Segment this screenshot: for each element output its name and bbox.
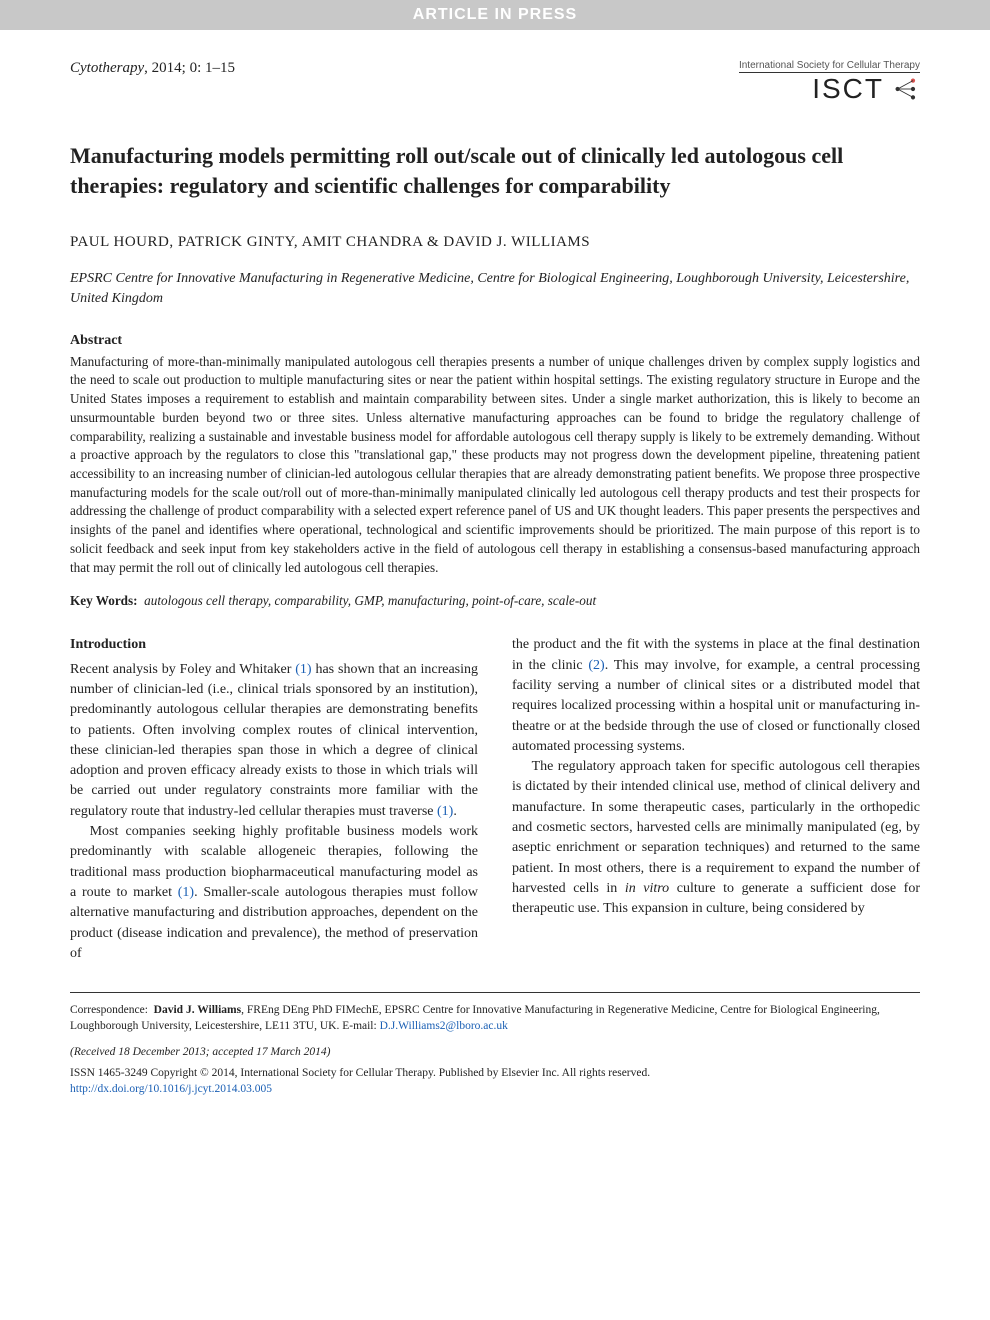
intro-para-2-cont: the product and the fit with the systems… [512,635,920,757]
ref-1b[interactable]: (1) [437,804,453,819]
intro-para-3: The regulatory approach taken for specif… [512,757,920,919]
doi-link[interactable]: http://dx.doi.org/10.1016/j.jcyt.2014.03… [70,1082,920,1098]
correspondence: Correspondence: David J. Williams, FREng… [70,1003,920,1034]
abstract-body: Manufacturing of more-than-minimally man… [70,353,920,578]
footer-separator [70,992,920,993]
correspondence-label: Correspondence: [70,1004,148,1016]
network-icon [892,75,920,103]
article-title: Manufacturing models permitting roll out… [70,141,920,200]
column-left: Introduction Recent analysis by Foley an… [70,635,478,964]
ref-2[interactable]: (2) [588,658,604,673]
ref-1c[interactable]: (1) [178,885,194,900]
copyright-line: ISSN 1465-3249 Copyright © 2014, Interna… [70,1066,920,1082]
abstract-heading: Abstract [70,333,920,349]
journal-issue: , 2014; 0: 1–15 [144,60,235,76]
column-right: the product and the fit with the systems… [512,635,920,964]
header-row: Cytotherapy, 2014; 0: 1–15 International… [70,60,920,105]
keywords: Key Words: autologous cell therapy, comp… [70,593,920,609]
affiliation: EPSRC Centre for Innovative Manufacturin… [70,269,920,308]
introduction-heading: Introduction [70,635,478,655]
keywords-list: autologous cell therapy, comparability, … [141,593,596,608]
correspondence-email[interactable]: D.J.Williams2@lboro.ac.uk [380,1020,508,1032]
keywords-label: Key Words: [70,593,138,608]
logo-topline: International Society for Cellular Thera… [739,60,920,73]
body-columns: Introduction Recent analysis by Foley an… [70,635,920,964]
journal-citation: Cytotherapy, 2014; 0: 1–15 [70,60,235,77]
authors: PAUL HOURD, PATRICK GINTY, AMIT CHANDRA … [70,234,920,251]
correspondence-name: David J. Williams [151,1004,241,1016]
journal-name: Cytotherapy [70,60,144,76]
intro-para-1: Recent analysis by Foley and Whitaker (1… [70,660,478,822]
article-in-press-banner: ARTICLE IN PRESS [0,0,990,30]
copyright: ISSN 1465-3249 Copyright © 2014, Interna… [70,1066,920,1097]
received-dates: (Received 18 December 2013; accepted 17 … [70,1046,920,1058]
logo-main: ISCT [739,73,920,105]
in-vitro-term: in vitro [625,881,669,896]
ref-1[interactable]: (1) [295,662,311,677]
page-container: Cytotherapy, 2014; 0: 1–15 International… [0,30,990,1137]
intro-para-2: Most companies seeking highly profitable… [70,822,478,964]
isct-logo: International Society for Cellular Thera… [739,60,920,105]
